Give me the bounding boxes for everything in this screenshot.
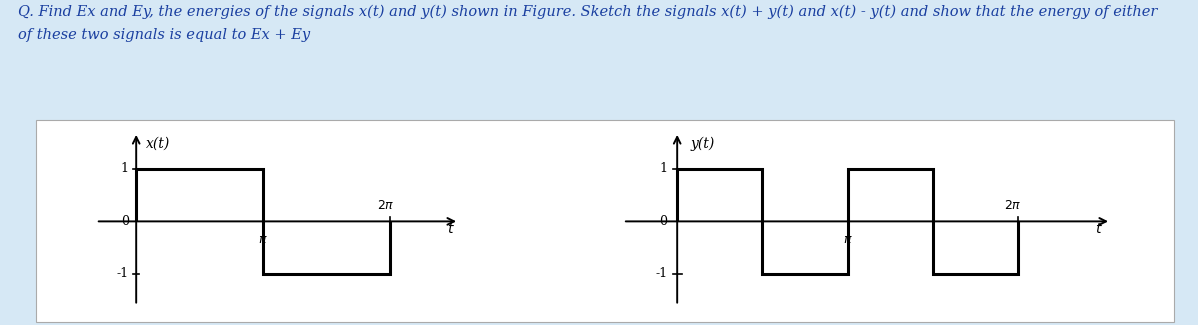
Text: 1: 1: [659, 162, 667, 175]
Text: 0: 0: [659, 215, 667, 228]
Text: x(t): x(t): [146, 136, 170, 150]
Text: 0: 0: [121, 215, 129, 228]
Text: of these two signals is equal to Ex + Ey: of these two signals is equal to Ex + Ey: [18, 28, 310, 42]
Text: $\pi$: $\pi$: [842, 233, 853, 246]
Text: 1: 1: [121, 162, 129, 175]
Text: -1: -1: [117, 267, 129, 280]
Text: $t$: $t$: [447, 222, 455, 236]
Text: $\pi$: $\pi$: [258, 233, 268, 246]
Text: $2\pi$: $2\pi$: [1004, 199, 1021, 212]
Text: Q. Find Ex and Ey, the energies of the signals x(t) and y(t) shown in Figure. Sk: Q. Find Ex and Ey, the energies of the s…: [18, 5, 1157, 19]
Text: $2\pi$: $2\pi$: [377, 199, 394, 212]
Text: y(t): y(t): [691, 136, 715, 150]
Text: $t$: $t$: [1095, 222, 1102, 236]
Text: -1: -1: [655, 267, 667, 280]
